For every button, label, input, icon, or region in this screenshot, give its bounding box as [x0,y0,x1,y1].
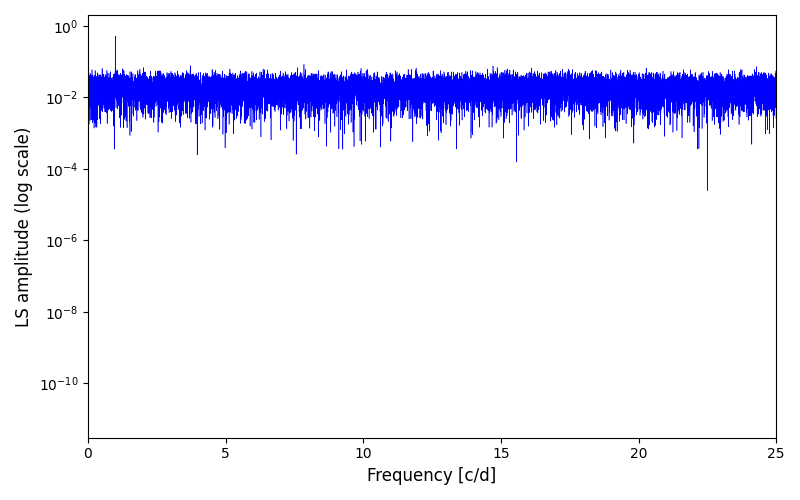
Y-axis label: LS amplitude (log scale): LS amplitude (log scale) [15,126,33,326]
X-axis label: Frequency [c/d]: Frequency [c/d] [367,467,497,485]
